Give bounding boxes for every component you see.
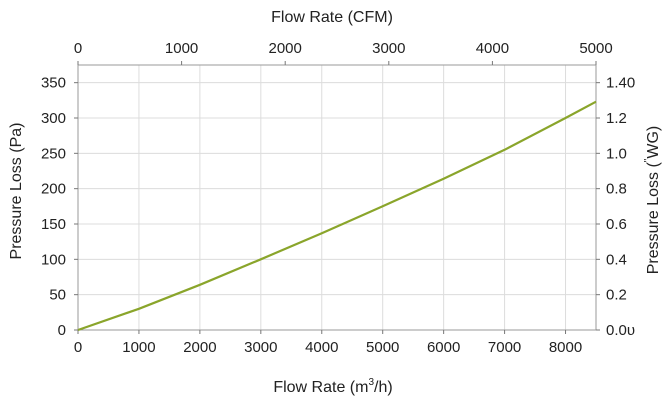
pressure-loss-series-line [77,100,597,332]
left-tick-label: 150 [41,216,66,233]
top-tick-label: 0 [74,40,82,57]
right-tick-label: 0.4 [606,251,627,268]
bottom-tick-label: 0 [74,339,82,356]
top-tick-label: 3000 [372,40,405,57]
bottom-tick-label: 2000 [183,339,216,356]
bottom-tick-label: 3000 [244,339,277,356]
right-tick-label: 1.40 [606,75,635,92]
top-tick-label: 1000 [165,40,198,57]
left-tick-label: 200 [41,181,66,198]
right-tick-label: 1.2 [606,110,627,127]
bottom-tick-label: 5000 [366,339,399,356]
bottom-axis-title: Flow Rate (m3/h) [273,377,392,396]
left-axis-title: Pressure Loss (Pa) [8,123,25,260]
top-axis-title: Flow Rate (CFM) [271,9,393,26]
right-tick-label: 0.8 [606,181,627,198]
plot-frame [77,64,597,331]
top-tick-label: 4000 [476,40,509,57]
left-tick-label: 100 [41,251,66,268]
left-tick-label: 300 [41,110,66,127]
bottom-tick-label: 6000 [427,339,460,356]
left-tick-label: 350 [41,75,66,92]
bottom-axis-ticks: 0 1000 2000 3000 4000 5000 6000 7000 8000 [74,330,582,356]
right-axis-ticks: 0.0υ 0.2 0.4 0.6 0.8 1.0 1.2 1.40 [596,75,635,339]
bottom-tick-label: 1000 [122,339,155,356]
right-axis-title: Pressure Loss ("WG) [643,126,662,274]
bottom-tick-label: 4000 [305,339,338,356]
top-axis-ticks: 0 1000 2000 3000 4000 5000 [74,40,613,65]
left-axis-ticks: 0 50 100 150 200 250 300 350 [41,75,78,339]
left-tick-label: 0 [58,322,66,339]
right-tick-label: 1.0 [606,145,627,162]
top-tick-label: 2000 [269,40,302,57]
left-tick-label: 250 [41,145,66,162]
bottom-tick-label: 7000 [488,339,521,356]
right-tick-label: 0.0υ [606,322,635,339]
grid [77,65,596,331]
top-tick-label: 5000 [579,40,612,57]
right-tick-label: 0.2 [606,287,627,304]
series-layer [77,100,597,332]
right-tick-label: 0.6 [606,216,627,233]
left-tick-label: 50 [49,287,66,304]
bottom-tick-label: 8000 [549,339,582,356]
